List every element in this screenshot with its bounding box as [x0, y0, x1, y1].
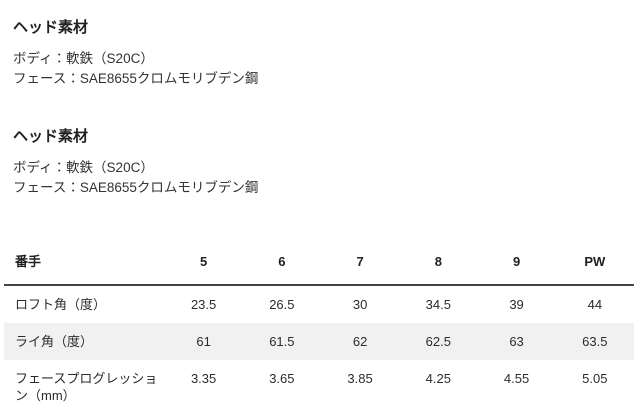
spec-line-body: ボディ：軟鉄（S20C）: [13, 160, 154, 175]
spec-cell: 4.25: [425, 371, 451, 386]
head-material-section-2: ヘッド素材 ボディ：軟鉄（S20C） フェース：SAE8655クロムモリブデン鋼: [13, 129, 632, 198]
table-header-row: 番手 5 6 7 8 9 PW: [4, 245, 634, 286]
spec-line-body: ボディ：軟鉄（S20C）: [13, 51, 154, 66]
spec-cell: 5.05: [582, 371, 608, 386]
table-row-lie: ライ角（度） 61 61.5 62 62.5 63 63.5: [4, 323, 634, 360]
col-header-5: 5: [164, 245, 243, 286]
col-header-pw: PW: [555, 245, 634, 286]
spec-cell: 23.5: [190, 297, 217, 312]
row-label-loft: ロフト角（度）: [15, 297, 107, 312]
spec-line-face: フェース：SAE8655クロムモリブデン鋼: [13, 71, 259, 86]
spec-line-face: フェース：SAE8655クロムモリブデン鋼: [13, 180, 259, 195]
spec-cell: 61: [196, 334, 211, 349]
spec-cell: 3.85: [347, 371, 373, 386]
col-header-7: 7: [320, 245, 400, 286]
spec-cell: 44: [587, 297, 603, 312]
section-heading: ヘッド素材: [13, 128, 89, 145]
spec-cell: 30: [352, 297, 368, 312]
col-header-9: 9: [477, 245, 556, 286]
spec-cell: 39: [509, 297, 524, 312]
spec-cell: 34.5: [425, 297, 451, 312]
spec-table: 番手 5 6 7 8 9 PW ロフト角（度） 23.5 26.5 30 34.…: [4, 245, 634, 414]
spec-cell: 4.55: [503, 371, 530, 386]
table-row-loft: ロフト角（度） 23.5 26.5 30 34.5 39 44: [4, 285, 634, 323]
spec-cell: 3.65: [269, 371, 295, 386]
spec-cell: 63.5: [582, 334, 608, 349]
head-material-section-1: ヘッド素材 ボディ：軟鉄（S20C） フェース：SAE8655クロムモリブデン鋼: [13, 20, 632, 89]
col-header-6: 6: [242, 245, 321, 286]
spec-cell: 3.35: [190, 371, 217, 386]
row-label-lie: ライ角（度）: [15, 334, 94, 349]
spec-cell: 62.5: [425, 334, 451, 349]
spec-table-body: ロフト角（度） 23.5 26.5 30 34.5 39 44 ライ角（度） 6…: [4, 285, 634, 414]
col-header-club-number: 番手: [4, 245, 165, 286]
spec-cell: 61.5: [269, 334, 295, 349]
spec-cell: 62: [352, 334, 368, 349]
spec-cell: 63: [509, 334, 524, 349]
spec-table-container: 番手 5 6 7 8 9 PW ロフト角（度） 23.5 26.5 30 34.…: [2, 245, 634, 414]
col-header-8: 8: [399, 245, 478, 286]
section-heading: ヘッド素材: [13, 19, 89, 36]
row-label-face-progression: フェースプログレッション（mm）: [15, 371, 158, 403]
spec-table-header: 番手 5 6 7 8 9 PW: [4, 245, 634, 286]
table-row-face-progression: フェースプログレッション（mm） 3.35 3.65 3.85 4.25 4.5…: [4, 360, 634, 414]
spec-cell: 26.5: [269, 297, 295, 312]
